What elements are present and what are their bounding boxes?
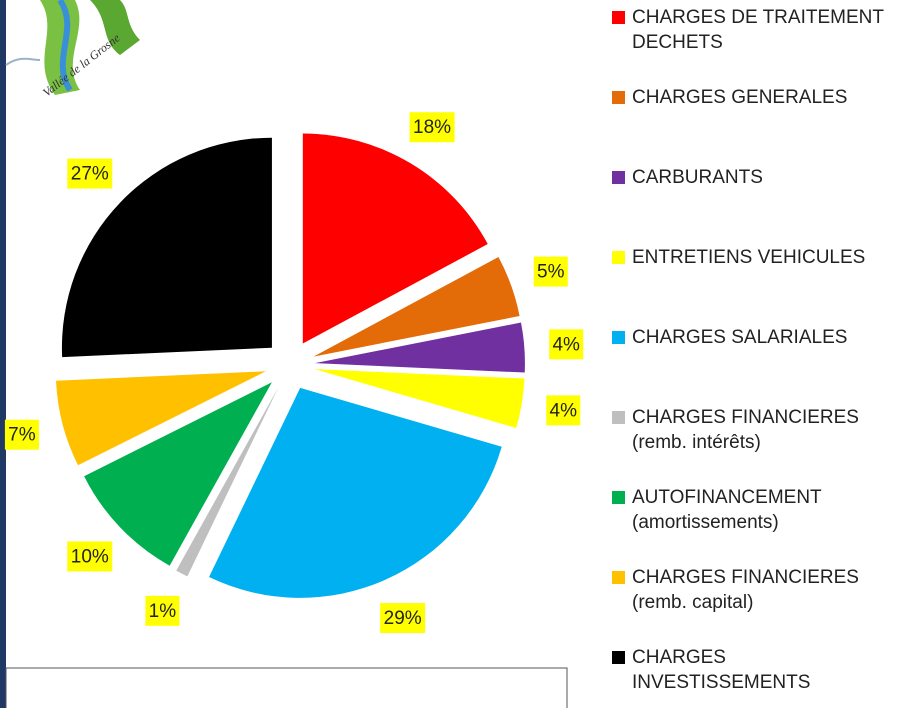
legend-label: CHARGES FINANCIERES (remb. intérêts) [632, 407, 859, 453]
data-label: 5% [537, 262, 565, 283]
legend-item: CHARGES SALARIALES [612, 325, 912, 350]
legend-item: CARBURANTS [612, 165, 912, 190]
data-label-bg [409, 112, 455, 143]
legend-label: CARBURANTS [632, 167, 763, 188]
pie-slice [84, 382, 272, 566]
data-label: 7% [8, 425, 36, 446]
pie-slice [313, 257, 520, 357]
data-label: 10% [71, 546, 109, 567]
data-label-bg [67, 158, 113, 189]
data-label: 18% [413, 117, 451, 138]
legend-label: CHARGES GENERALES [632, 87, 848, 108]
legend-label: AUTOFINANCEMENT (amortissements) [632, 487, 822, 533]
text-box [5, 667, 568, 708]
legend-swatch [612, 571, 625, 584]
pie-slice [209, 387, 502, 598]
pie-slice [56, 371, 266, 466]
legend-swatch [612, 171, 625, 184]
data-label-bg [546, 395, 581, 426]
legend-item: CHARGES FINANCIERES (remb. intérêts) [612, 405, 912, 455]
data-label: 1% [149, 601, 177, 622]
logo: Vallée de la Grosne [5, 0, 140, 100]
legend-swatch [612, 411, 625, 424]
data-label-bg [380, 603, 426, 634]
legend-swatch [612, 11, 625, 24]
data-label-bg [67, 541, 113, 572]
pie-slice [61, 137, 272, 358]
data-label: 4% [550, 400, 578, 421]
legend-label: CHARGES SALARIALES [632, 327, 848, 348]
legend-item: AUTOFINANCEMENT (amortissements) [612, 485, 912, 535]
legend-item: CHARGES FINANCIERES (remb. capital) [612, 565, 912, 615]
legend-swatch [612, 651, 625, 664]
legend-item: CHARGES INVESTISSEMENTS [612, 645, 912, 695]
pie-slice [302, 133, 488, 344]
data-label: 29% [384, 608, 422, 629]
pie-slice [176, 387, 279, 577]
pie-slice [314, 322, 525, 373]
legend-swatch [612, 491, 625, 504]
legend-label: CHARGES DE TRAITEMENT DECHETS [632, 7, 884, 53]
legend-swatch [612, 91, 625, 104]
legend-label: CHARGES INVESTISSEMENTS [632, 647, 811, 693]
data-label-bg [4, 419, 39, 450]
data-label: 27% [71, 164, 109, 185]
legend-swatch [612, 251, 625, 264]
legend-label: CHARGES FINANCIERES (remb. capital) [632, 567, 859, 613]
side-strip [0, 0, 6, 708]
data-label-bg [533, 256, 568, 287]
data-label-bg [549, 329, 584, 360]
legend-item: ENTRETIENS VEHICULES [612, 245, 912, 270]
data-label-bg [145, 595, 180, 626]
legend-item: CHARGES GENERALES [612, 85, 912, 110]
pie-slice [314, 369, 525, 428]
data-label: 4% [552, 334, 580, 355]
legend-swatch [612, 331, 625, 344]
legend-item: CHARGES DE TRAITEMENT DECHETS [612, 5, 912, 55]
legend-label: ENTRETIENS VEHICULES [632, 247, 866, 268]
